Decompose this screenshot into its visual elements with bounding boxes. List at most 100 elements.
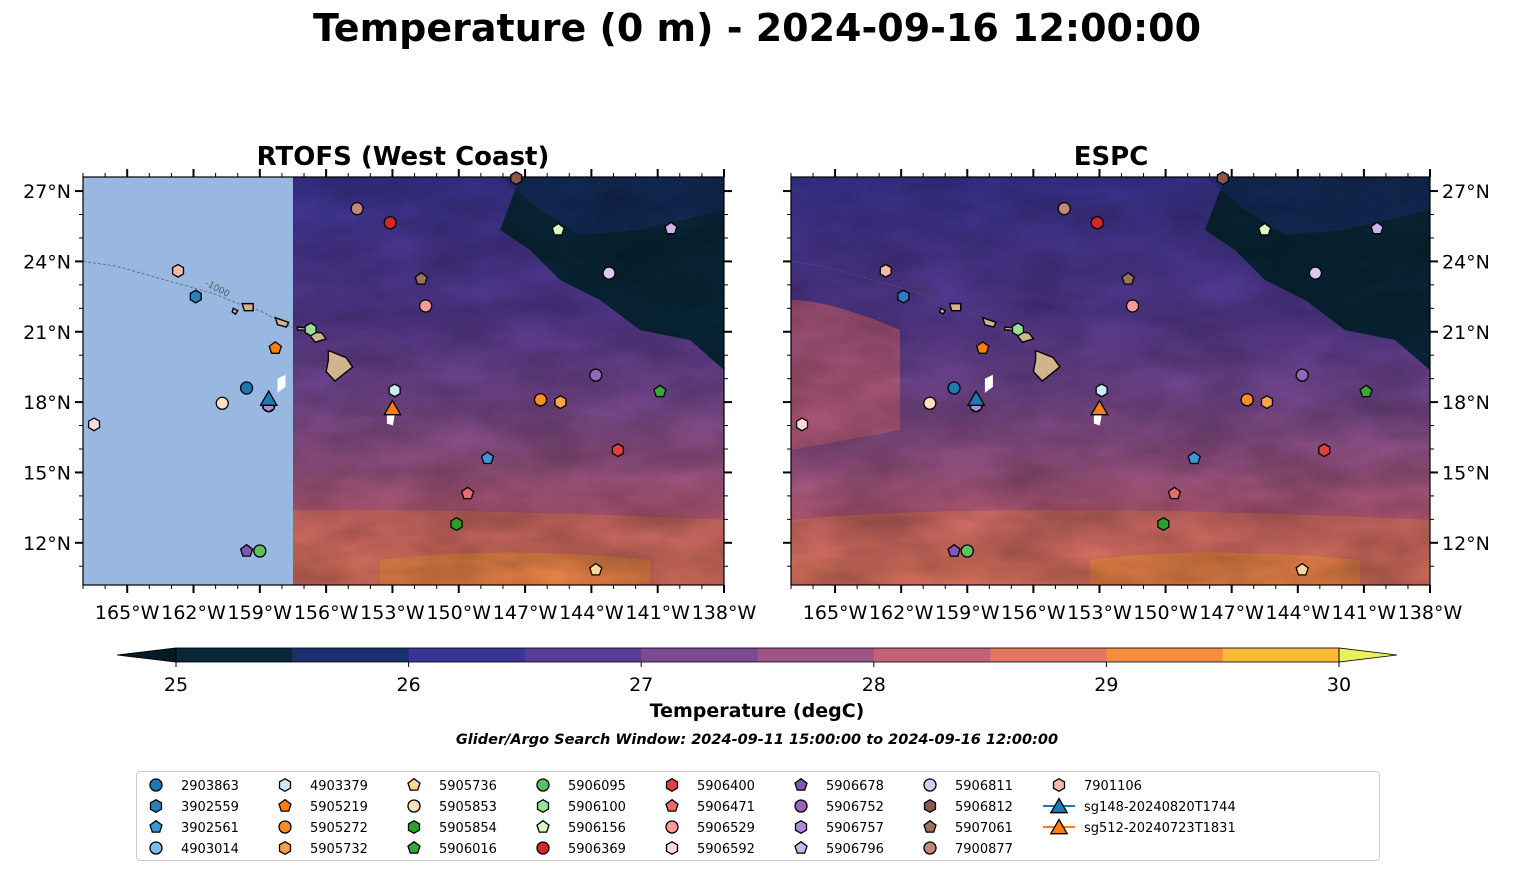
lat-tick-label: 21°N	[23, 322, 71, 344]
legend-label: sg512-20240723T1831	[1084, 821, 1236, 836]
float-marker-5907061	[414, 271, 428, 285]
legend-marker-5906016	[407, 840, 421, 854]
float-marker-7900877	[350, 202, 364, 216]
legend-item-5905854: 5905854	[407, 819, 497, 836]
lon-tick-label: 150°W	[426, 602, 491, 624]
lon-tick-label: 159°W	[935, 602, 1000, 624]
colorbar: 25 26 27 28 29 30	[116, 647, 1398, 696]
espc-float-markers	[795, 171, 1384, 576]
lat-tick-label: 27°N	[23, 181, 71, 203]
float-marker-5906796	[664, 221, 678, 235]
float-marker-5906592	[87, 417, 101, 432]
legend-label: 5906812	[955, 800, 1013, 815]
legend-item-5905736: 5905736	[407, 777, 497, 794]
legend-marker-5905736	[407, 777, 421, 791]
legend-item-7901106: 7901106	[1052, 777, 1142, 794]
depth-contour	[791, 260, 1027, 340]
legend-marker-3902559	[149, 798, 163, 814]
legend-marker-7900877	[923, 841, 937, 855]
no-data-region	[83, 177, 293, 585]
float-marker-4903379	[388, 383, 401, 398]
float-marker-7900877	[1057, 202, 1071, 216]
legend-marker-5905854	[407, 819, 421, 835]
legend-item-5906156: 5906156	[536, 819, 626, 836]
float-marker-5906100	[1011, 322, 1025, 337]
legend-label: 5906678	[826, 779, 884, 794]
float-marker-5906812	[510, 171, 523, 186]
legend-marker-4903379	[278, 777, 292, 793]
float-marker-3902561	[1187, 451, 1201, 465]
float-marker-5906592	[795, 417, 809, 432]
legend-item-5905732: 5905732	[278, 840, 368, 857]
figure-title: Temperature (0 m) - 2024-09-16 12:00:00	[312, 6, 1202, 50]
lon-tick-label: 153°W	[360, 602, 425, 624]
float-marker-sg512-20240723T1831	[1090, 399, 1109, 416]
colorbar-segment	[1222, 648, 1340, 662]
legend-label: 5906400	[697, 779, 755, 794]
float-marker-5905219	[975, 341, 990, 354]
legend-label: 4903379	[310, 779, 368, 794]
colorbar-tick-label: 28	[862, 674, 886, 696]
lon-tick-label: 165°W	[95, 602, 160, 624]
legend-label: 5905736	[439, 779, 497, 794]
float-marker-5906016	[653, 384, 667, 398]
colorbar-tick-label: 29	[1094, 674, 1118, 696]
float-marker-3902561	[480, 451, 495, 465]
legend-item-5906529: 5906529	[665, 820, 755, 836]
float-marker-5906156	[1257, 222, 1272, 236]
legend-marker-7901106	[1052, 777, 1066, 793]
legend-item-2903863: 2903863	[149, 778, 239, 794]
legend-marker-5906796	[794, 840, 808, 854]
legend-label: 5906471	[697, 800, 755, 815]
float-marker-5906811	[602, 266, 616, 280]
float-marker-5905736	[1295, 562, 1309, 576]
lon-tick-label: 138°W	[692, 602, 757, 624]
float-marker-5906529	[418, 299, 433, 313]
colorbar-tick-label: 27	[629, 674, 653, 696]
search-window-note: Glider/Argo Search Window: 2024-09-11 15…	[455, 732, 1059, 748]
legend-label: 7901106	[1084, 779, 1142, 794]
float-marker-sg148-20240820T1744	[966, 389, 986, 406]
lat-tick-label: 21°N	[1442, 322, 1490, 344]
legend-label: 5906752	[826, 800, 884, 815]
float-marker-5905853	[215, 396, 229, 410]
lon-tick-label: 165°W	[803, 602, 868, 624]
float-marker-5905854	[1157, 516, 1170, 532]
legend-item-5906796: 5906796	[794, 840, 884, 857]
island	[325, 349, 354, 382]
colorbar-segment	[641, 648, 758, 662]
legend-item-3902561: 3902561	[149, 819, 239, 836]
float-marker-5905732	[554, 395, 567, 410]
float-marker-sg512-20240723T1831	[383, 399, 402, 416]
float-marker-5905732	[1260, 395, 1274, 410]
legend-marker-4903014	[149, 841, 163, 855]
panel-title-espc: ESPC	[1073, 142, 1149, 172]
rtofs-axis-ticks: 165°W 162°W 159°W 156°W 153°W 150°W 147°W 144°W…	[23, 169, 756, 624]
legend-marker-5906369	[536, 841, 550, 855]
legend-item-4903379: 4903379	[278, 777, 368, 794]
float-marker-5906400	[1318, 443, 1331, 458]
lon-tick-label: 144°W	[559, 602, 624, 624]
lon-tick-label: 156°W	[1001, 602, 1066, 624]
legend-item-5906471: 5906471	[665, 798, 755, 815]
float-marker-5906100	[304, 322, 317, 337]
espc-map: -1000	[791, 177, 1430, 585]
legend-item-5906369: 5906369	[536, 841, 626, 857]
lon-tick-label: 162°W	[869, 602, 934, 624]
legend-marker-5906100	[536, 798, 550, 814]
lat-tick-label: 18°N	[23, 392, 71, 414]
float-marker-5906369	[1090, 216, 1104, 230]
glider-track	[1093, 413, 1102, 426]
legend: 2903863 3902559 3902561 4903014 4903379 59052…	[136, 771, 1380, 861]
legend-label: 5905853	[439, 800, 497, 815]
float-marker-5906016	[1359, 384, 1373, 398]
legend-marker-5906400	[665, 777, 679, 793]
colorbar-ticks: 25 26 27 28 29 30	[164, 662, 1351, 696]
float-marker-5906369	[383, 216, 397, 230]
lon-tick-label: 147°W	[493, 602, 558, 624]
legend-marker-5906757	[794, 819, 808, 835]
legend-item-5906811: 5906811	[923, 778, 1013, 794]
lat-tick-label: 18°N	[1442, 392, 1490, 414]
legend-marker-5906812	[923, 798, 937, 814]
legend-item-4903014: 4903014	[149, 841, 239, 857]
